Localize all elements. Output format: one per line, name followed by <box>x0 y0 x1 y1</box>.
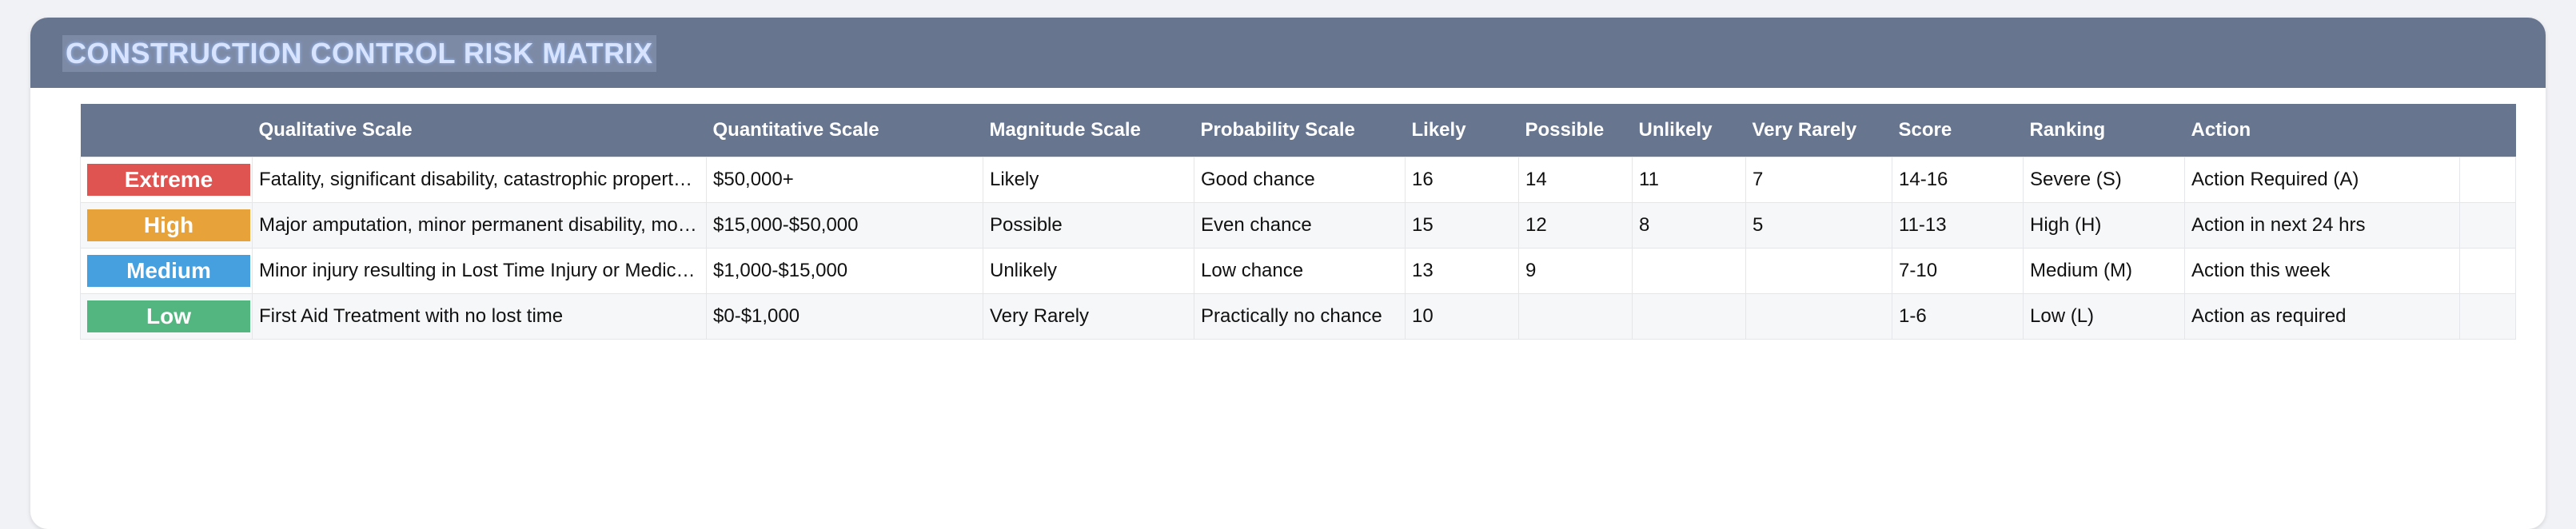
level-cell: Medium <box>80 248 253 294</box>
header-ranking[interactable]: Ranking <box>2023 104 2185 157</box>
header-action[interactable]: Action <box>2184 104 2460 157</box>
score-cell[interactable]: 7-10 <box>1892 248 2024 294</box>
header-probability-scale[interactable]: Probability Scale <box>1194 104 1406 157</box>
action-cell[interactable]: Action this week <box>2184 248 2460 294</box>
probability-cell[interactable]: Practically no chance <box>1194 293 1406 340</box>
likely-cell[interactable]: 10 <box>1405 293 1519 340</box>
magnitude-cell[interactable]: Very Rarely <box>983 293 1194 340</box>
spacer-cell <box>2459 157 2516 203</box>
magnitude-cell[interactable]: Possible <box>983 202 1194 249</box>
risk-level-badge[interactable]: Low <box>87 300 250 332</box>
probability-cell[interactable]: Low chance <box>1194 248 1406 294</box>
spacer-cell <box>2459 202 2516 249</box>
level-cell: Extreme <box>80 157 253 203</box>
magnitude-cell[interactable]: Unlikely <box>983 248 1194 294</box>
probability-cell[interactable]: Even chance <box>1194 202 1406 249</box>
risk-level-badge[interactable]: High <box>87 209 250 241</box>
header-score[interactable]: Score <box>1892 104 2024 157</box>
ranking-cell[interactable]: High (H) <box>2023 202 2185 249</box>
very-rarely-cell[interactable] <box>1745 293 1892 340</box>
unlikely-cell[interactable] <box>1632 293 1746 340</box>
likely-cell[interactable]: 15 <box>1405 202 1519 249</box>
table-row[interactable]: High Major amputation, minor permanent d… <box>80 202 2516 249</box>
risk-level-badge[interactable]: Extreme <box>87 164 250 196</box>
action-cell[interactable]: Action Required (A) <box>2184 157 2460 203</box>
risk-matrix-table: Qualitative Scale Quantitative Scale Mag… <box>80 104 2516 340</box>
header-very-rarely[interactable]: Very Rarely <box>1745 104 1892 157</box>
table-row[interactable]: Medium Minor injury resulting in Lost Ti… <box>80 248 2516 294</box>
score-cell[interactable]: 11-13 <box>1892 202 2024 249</box>
level-cell: Low <box>80 293 253 340</box>
risk-level-badge[interactable]: Medium <box>87 255 250 287</box>
score-cell[interactable]: 14-16 <box>1892 157 2024 203</box>
level-cell: High <box>80 202 253 249</box>
action-cell[interactable]: Action in next 24 hrs <box>2184 202 2460 249</box>
ranking-cell[interactable]: Severe (S) <box>2023 157 2185 203</box>
possible-cell[interactable]: 14 <box>1518 157 1633 203</box>
action-cell[interactable]: Action as required <box>2184 293 2460 340</box>
card-header: CONSTRUCTION CONTROL RISK MATRIX <box>30 18 2546 88</box>
spacer-cell <box>2459 248 2516 294</box>
header-likely[interactable]: Likely <box>1405 104 1519 157</box>
risk-matrix-card: CONSTRUCTION CONTROL RISK MATRIX Qualita… <box>30 18 2546 529</box>
unlikely-cell[interactable] <box>1632 248 1746 294</box>
header-unlikely[interactable]: Unlikely <box>1632 104 1746 157</box>
quantitative-cell[interactable]: $1,000-$15,000 <box>706 248 983 294</box>
score-cell[interactable]: 1-6 <box>1892 293 2024 340</box>
possible-cell[interactable]: 12 <box>1518 202 1633 249</box>
table-row[interactable]: Low First Aid Treatment with no lost tim… <box>80 293 2516 340</box>
header-row: Qualitative Scale Quantitative Scale Mag… <box>80 104 2516 157</box>
magnitude-cell[interactable]: Likely <box>983 157 1194 203</box>
table-row[interactable]: Extreme Fatality, significant disability… <box>80 157 2516 203</box>
spacer-cell <box>2459 293 2516 340</box>
unlikely-cell[interactable]: 11 <box>1632 157 1746 203</box>
header-spacer <box>2459 104 2516 157</box>
qualitative-cell[interactable]: Major amputation, minor permanent disabi… <box>252 202 707 249</box>
ranking-cell[interactable]: Low (L) <box>2023 293 2185 340</box>
header-magnitude-scale[interactable]: Magnitude Scale <box>983 104 1194 157</box>
possible-cell[interactable]: 9 <box>1518 248 1633 294</box>
very-rarely-cell[interactable]: 5 <box>1745 202 1892 249</box>
possible-cell[interactable] <box>1518 293 1633 340</box>
ranking-cell[interactable]: Medium (M) <box>2023 248 2185 294</box>
qualitative-cell[interactable]: Fatality, significant disability, catast… <box>252 157 707 203</box>
qualitative-cell[interactable]: First Aid Treatment with no lost time <box>252 293 707 340</box>
header-qualitative-scale[interactable]: Qualitative Scale <box>252 104 707 157</box>
quantitative-cell[interactable]: $50,000+ <box>706 157 983 203</box>
probability-cell[interactable]: Good chance <box>1194 157 1406 203</box>
quantitative-cell[interactable]: $0-$1,000 <box>706 293 983 340</box>
likely-cell[interactable]: 16 <box>1405 157 1519 203</box>
very-rarely-cell[interactable]: 7 <box>1745 157 1892 203</box>
page-title[interactable]: CONSTRUCTION CONTROL RISK MATRIX <box>62 35 656 72</box>
header-quantitative-scale[interactable]: Quantitative Scale <box>706 104 983 157</box>
header-level <box>80 104 253 157</box>
likely-cell[interactable]: 13 <box>1405 248 1519 294</box>
very-rarely-cell[interactable] <box>1745 248 1892 294</box>
header-possible[interactable]: Possible <box>1518 104 1633 157</box>
unlikely-cell[interactable]: 8 <box>1632 202 1746 249</box>
quantitative-cell[interactable]: $15,000-$50,000 <box>706 202 983 249</box>
qualitative-cell[interactable]: Minor injury resulting in Lost Time Inju… <box>252 248 707 294</box>
